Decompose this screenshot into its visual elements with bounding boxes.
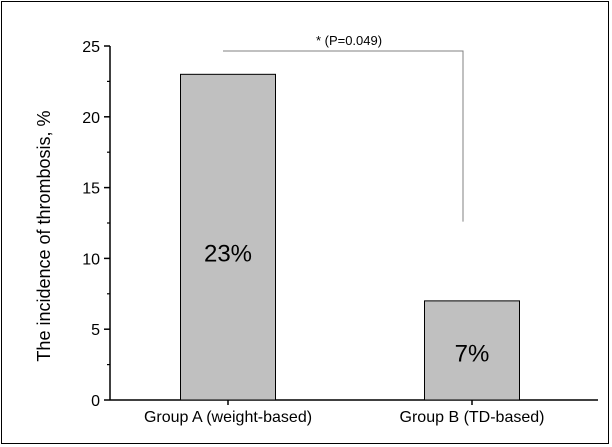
y-tick-label: 5	[91, 322, 100, 339]
y-axis-ticks: 0 5 10 15 20 25	[82, 39, 110, 410]
data-labels: 23% 7%	[204, 240, 489, 367]
x-category-label: Group B (TD-based)	[400, 409, 545, 426]
y-tick-label: 10	[82, 251, 100, 268]
y-tick-label: 0	[91, 393, 100, 410]
bar-2	[424, 300, 520, 401]
bars	[180, 73, 520, 401]
x-category-label: Group A (weight-based)	[144, 409, 312, 426]
bracket-line	[223, 50, 464, 222]
significance-bracket	[223, 50, 464, 222]
y-tick-label: 15	[82, 181, 100, 198]
x-axis-categories: Group A (weight-based) Group B (TD-based)	[144, 400, 545, 426]
significance-annotation: * (P=0.049)	[316, 33, 382, 48]
bar-1	[180, 73, 276, 401]
data-label: 23%	[204, 240, 252, 267]
data-label: 7%	[455, 340, 490, 367]
y-axis-label: The incidence of thrombosis, %	[34, 110, 54, 361]
y-tick-label: 20	[82, 110, 100, 127]
y-tick-label: 25	[82, 39, 100, 56]
